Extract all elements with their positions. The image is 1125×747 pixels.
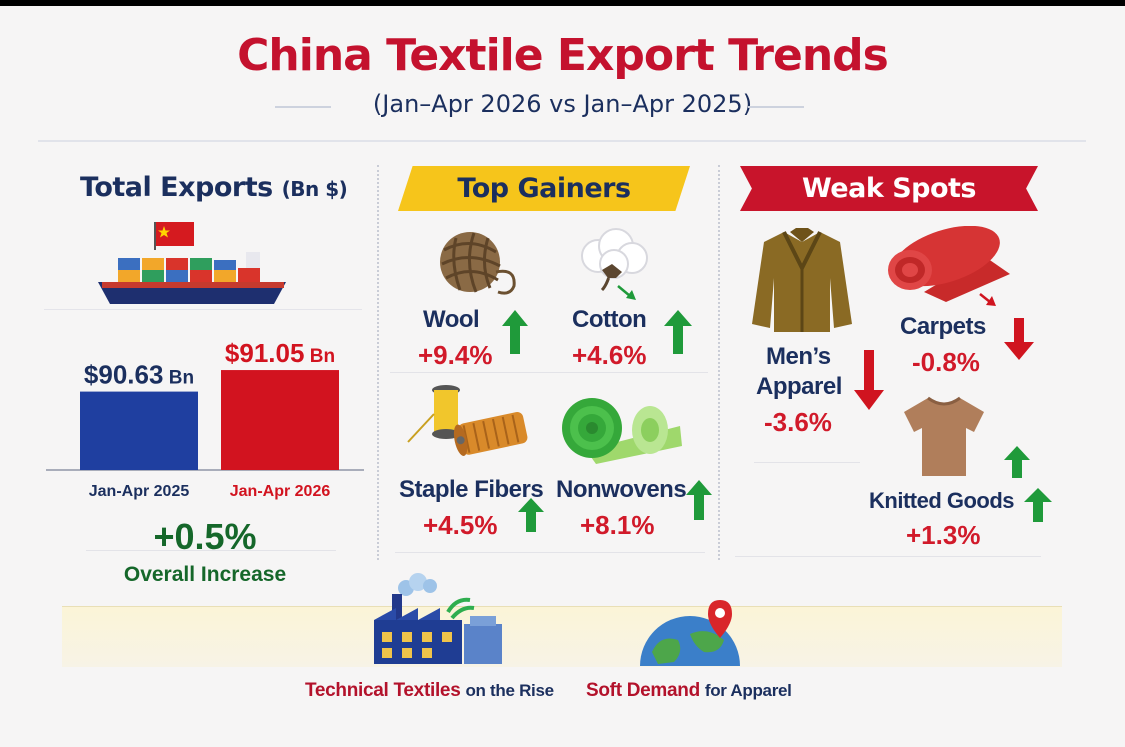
soft-demand-caption: Soft Demand for Apparel	[586, 680, 792, 702]
carpet-roll-icon	[888, 226, 1010, 302]
tshirt-icon	[904, 396, 984, 476]
gainer-staple-fibers-change: +4.5%	[423, 510, 498, 540]
weak-mens-apparel-name-line1: Men’s	[766, 343, 831, 370]
small-arrow-icon	[617, 285, 636, 300]
arrow-up-icon	[1024, 488, 1052, 522]
arrow-up-icon	[664, 310, 692, 354]
subtitle-rule-right	[748, 106, 804, 108]
yarn-ball-icon	[440, 232, 516, 295]
total-exports-unit: (Bn $)	[281, 177, 348, 201]
globe-pin-icon	[640, 600, 740, 666]
weak-knitted-goods-name: Knitted Goods	[869, 488, 1015, 513]
weak-mens-apparel-name-line2: Apparel	[756, 373, 842, 400]
flag-pole	[154, 222, 156, 250]
total-exports-title: Total Exports (Bn $)	[80, 172, 348, 203]
top-gainers-banner: Top Gainers	[398, 166, 690, 211]
arrow-up-icon	[686, 480, 712, 520]
gainer-nonwovens-name: Nonwovens	[556, 476, 687, 503]
weak-spots-banner: Weak Spots	[740, 166, 1038, 211]
weak-row-divider	[754, 462, 860, 463]
china-flag-icon	[156, 222, 194, 246]
weak-bottom-divider	[735, 556, 1041, 557]
overall-divider	[86, 550, 336, 551]
category-label-2025: Jan-Apr 2025	[89, 483, 190, 500]
gainer-cotton-change: +4.6%	[572, 340, 647, 370]
category-label-2026: Jan-Apr 2026	[230, 483, 331, 500]
technical-textiles-caption: Technical Textiles on the Rise	[305, 680, 554, 702]
arrow-up-icon	[502, 310, 528, 354]
weak-mens-apparel-change: -3.6%	[764, 407, 832, 437]
gainer-wool-change: +9.4%	[418, 340, 493, 370]
arrow-up-icon	[518, 498, 544, 532]
header-divider	[38, 140, 1086, 142]
total-exports-bar-chart: $90.63 Bn Jan-Apr 2025 $91.05 Bn Jan-Apr 20…	[46, 338, 364, 500]
bar-value-label-2026: $91.05 Bn	[225, 338, 335, 368]
weak-knitted-goods-change: +1.3%	[906, 520, 981, 550]
arrow-down-icon	[1004, 318, 1034, 360]
factory-icon	[374, 573, 502, 664]
total-exports-divider	[44, 309, 362, 310]
bar-2026	[221, 370, 339, 470]
page-subtitle: (Jan–Apr 2026 vs Jan–Apr 2025)	[372, 90, 753, 118]
gainers-row-divider	[390, 372, 708, 373]
top-border	[0, 0, 1125, 6]
overall-change-label: Overall Increase	[123, 563, 287, 586]
total-exports-title-text: Total Exports	[80, 172, 273, 203]
cotton-boll-icon	[581, 228, 648, 292]
fabric-roll-icon	[562, 398, 682, 464]
bar-2025	[80, 391, 198, 470]
bottom-band	[62, 607, 1062, 667]
gainer-cotton-name: Cotton	[572, 306, 647, 333]
small-arrow-icon	[979, 293, 996, 306]
gainer-nonwovens-change: +8.1%	[580, 510, 655, 540]
soft-demand-highlight: Soft Demand	[586, 680, 700, 701]
overall-change-value: +0.5%	[153, 516, 257, 557]
bar-value-label-2025: $90.63 Bn	[84, 360, 194, 390]
cargo-ship-icon	[98, 222, 286, 304]
arrow-down-icon	[854, 350, 884, 410]
technical-textiles-rest: on the Rise	[465, 681, 554, 700]
jacket-icon	[752, 228, 852, 332]
weak-carpets-name: Carpets	[900, 313, 986, 340]
subtitle-rule-left	[275, 106, 331, 108]
weak-carpets-change: -0.8%	[912, 347, 980, 377]
gainer-wool-name: Wool	[423, 306, 480, 333]
page-title: China Textile Export Trends	[237, 30, 889, 81]
technical-textiles-highlight: Technical Textiles	[305, 680, 461, 701]
gainers-bottom-divider	[395, 552, 705, 553]
column-divider-1	[377, 165, 379, 560]
arrow-up-icon	[1004, 446, 1030, 478]
gainer-staple-fibers-name: Staple Fibers	[399, 476, 544, 503]
soft-demand-rest: for Apparel	[704, 681, 792, 700]
column-divider-2	[718, 165, 720, 560]
thread-spool-icon	[407, 385, 528, 456]
